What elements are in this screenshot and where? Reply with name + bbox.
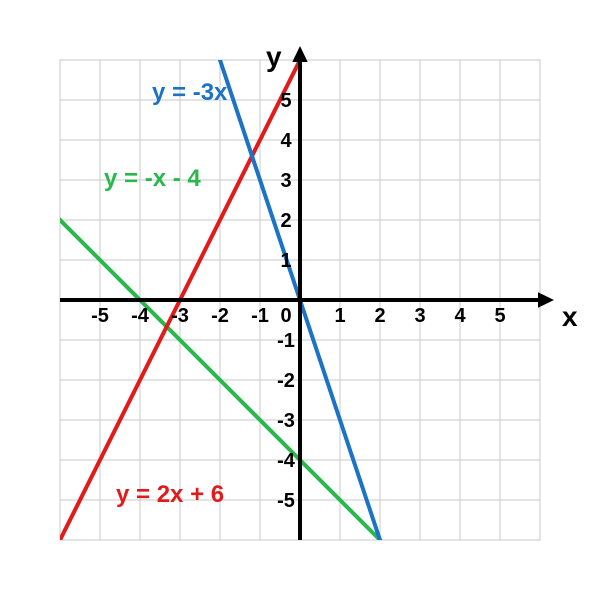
x-tick-label: 4 xyxy=(454,305,466,327)
y-tick-label: 2 xyxy=(280,210,291,232)
y-tick-label: -1 xyxy=(277,330,295,352)
y-axis-name: y xyxy=(266,41,282,72)
x-tick-label: -1 xyxy=(251,305,269,327)
x-tick-label: 1 xyxy=(334,305,345,327)
y-tick-label: -5 xyxy=(277,490,295,512)
y-tick-label: -4 xyxy=(277,450,296,472)
y-tick-label: -2 xyxy=(277,370,295,392)
green-line-label: y = -x - 4 xyxy=(104,165,201,192)
y-tick-label: 5 xyxy=(280,90,291,112)
y-tick-label: 4 xyxy=(280,130,292,152)
blue-line-label: y = -3x xyxy=(152,79,228,106)
x-tick-label: -2 xyxy=(211,305,229,327)
y-tick-label: 1 xyxy=(280,250,291,272)
y-tick-label: 3 xyxy=(280,170,291,192)
x-tick-label: -5 xyxy=(91,305,109,327)
red-line-label: y = 2x + 6 xyxy=(116,481,224,508)
linear-functions-chart: -5 -4 -3 -2 -1 1 2 3 4 5 -5 -4 -3 -2 -1 1 2 3 4 5 0 x y y = 2x … xyxy=(0,0,600,600)
x-tick-label: 2 xyxy=(374,305,385,327)
x-axis-name: x xyxy=(562,301,578,332)
origin-label: 0 xyxy=(280,305,291,327)
x-tick-label: -4 xyxy=(131,305,150,327)
y-tick-label: -3 xyxy=(277,410,295,432)
x-tick-label: -3 xyxy=(171,305,189,327)
x-tick-label: 5 xyxy=(494,305,505,327)
x-tick-label: 3 xyxy=(414,305,425,327)
